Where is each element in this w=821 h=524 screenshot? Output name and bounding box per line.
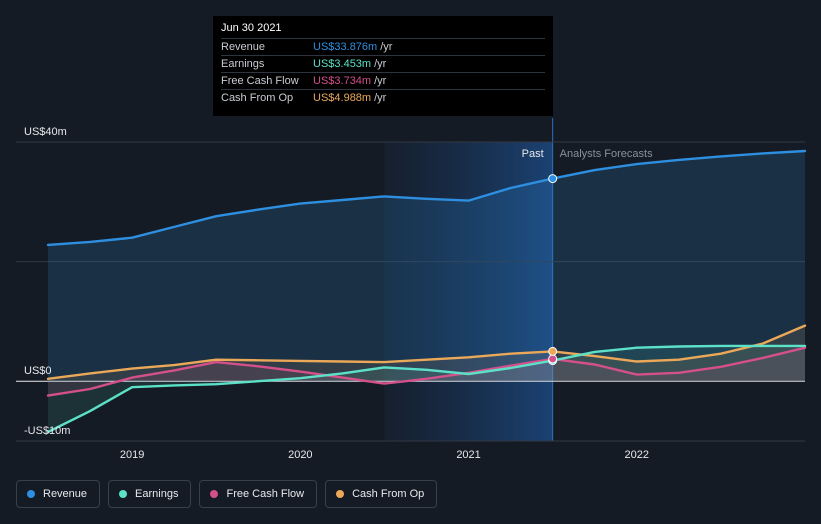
area-revenue xyxy=(48,151,805,382)
legend-dot-icon xyxy=(27,490,35,498)
legend-dot-icon xyxy=(210,490,219,498)
legend-item-cash-from-op[interactable]: Cash From Op xyxy=(325,480,438,508)
tooltip-unit: /yr xyxy=(380,41,393,53)
chart-legend: Revenue Earnings Free Cash Flow Cash Fro… xyxy=(16,480,438,508)
tooltip-value: US$33.876m xyxy=(313,41,378,53)
tooltip-row-revenue: Revenue US$33.876m /yr xyxy=(221,38,545,55)
marker-cfo xyxy=(548,346,558,356)
x-axis-label: 2020 xyxy=(288,449,312,461)
line-revenue xyxy=(46,149,807,247)
x-axis-label: 2019 xyxy=(120,449,144,461)
y-axis-label: US$40m xyxy=(24,126,67,138)
area-earnings xyxy=(48,345,805,432)
line-cfo xyxy=(46,324,807,380)
tooltip-value: US$3.734m xyxy=(313,75,372,87)
tooltip-row-cfo: Cash From Op US$4.988m /yr xyxy=(221,89,545,106)
tooltip-value: US$4.988m xyxy=(313,92,372,104)
forecast-label: Analysts Forecasts xyxy=(560,148,653,160)
tooltip-unit: /yr xyxy=(374,58,387,70)
legend-dot-icon xyxy=(119,490,128,498)
legend-label: Revenue xyxy=(43,488,88,500)
marker-fcf xyxy=(548,354,558,364)
x-axis-label: 2022 xyxy=(625,449,649,461)
x-axis-label: 2021 xyxy=(456,449,480,461)
tooltip-label: Revenue xyxy=(221,41,266,53)
tooltip-label: Cash From Op xyxy=(221,92,294,104)
legend-item-earnings[interactable]: Earnings xyxy=(108,480,192,508)
marker-revenue xyxy=(548,174,558,184)
legend-label: Cash From Op xyxy=(352,488,425,500)
tooltip-unit: /yr xyxy=(374,75,387,87)
tooltip-unit: /yr xyxy=(374,92,387,104)
past-highlight-band xyxy=(384,142,553,441)
tooltip-label: Earnings xyxy=(221,58,265,70)
tooltip-date: Jun 30 2021 xyxy=(221,22,282,34)
area-cfo xyxy=(48,325,805,382)
data-tooltip: Jun 30 2021 Revenue US$33.876m /yr Earni… xyxy=(213,16,553,116)
tooltip-row-fcf: Free Cash Flow US$3.734m /yr xyxy=(221,72,545,89)
y-axis-label: -US$10m xyxy=(24,425,70,437)
legend-item-free-cash-flow[interactable]: Free Cash Flow xyxy=(199,480,318,508)
legend-label: Earnings xyxy=(135,488,179,500)
line-fcf xyxy=(46,346,807,397)
tooltip-label: Free Cash Flow xyxy=(221,75,299,87)
past-label: Past xyxy=(522,148,544,160)
area-fcf xyxy=(48,347,805,396)
line-earnings xyxy=(46,344,807,434)
y-axis-label: US$0 xyxy=(24,365,52,377)
legend-dot-icon xyxy=(336,490,345,498)
legend-label: Free Cash Flow xyxy=(226,488,305,500)
tooltip-row-earnings: Earnings US$3.453m /yr xyxy=(221,55,545,72)
legend-item-revenue[interactable]: Revenue xyxy=(16,480,101,508)
tooltip-value: US$3.453m xyxy=(313,58,372,70)
